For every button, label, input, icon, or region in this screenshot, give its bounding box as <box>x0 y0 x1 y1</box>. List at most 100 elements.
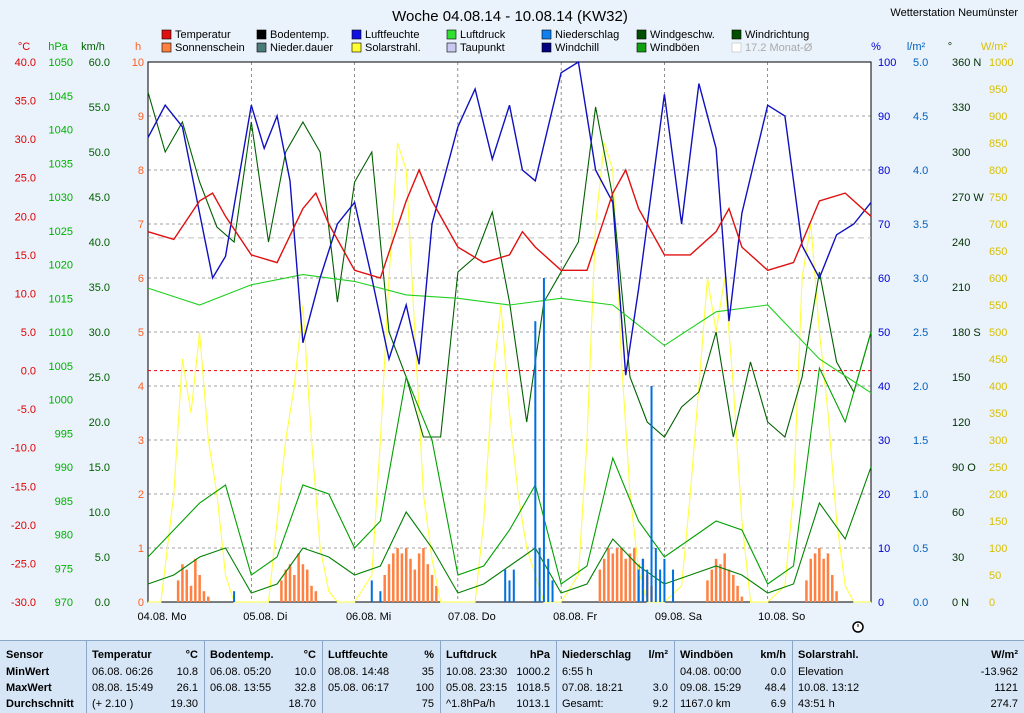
bar-Sonnenschein <box>430 575 434 602</box>
legend-label: Sonnenschein <box>175 42 245 54</box>
stats-cell-label: 09.08. 15:29 <box>680 682 742 694</box>
stats-cell-label: 06.08. 05:20 <box>210 666 272 678</box>
stats-cell-label: 06.08. 06:26 <box>92 666 154 678</box>
wind-tick-label: 45.0 <box>89 192 110 204</box>
day-label: 06.08. Mi <box>346 611 391 623</box>
stats-row: 06.08. 06:26 10.8 <box>92 666 198 680</box>
legend-swatch <box>731 42 742 53</box>
axis-unit: ° <box>948 41 952 53</box>
pressure-tick-label: 1035 <box>49 158 73 170</box>
stats-column: Windböen km/h 04.08. 00:00 0.0 09.08. 15:29 4… <box>674 641 793 713</box>
stats-column: Niederschlag l/m² 6:55 h 07.08. 18:21 3.0 Ges… <box>556 641 675 713</box>
bar-Sonnenschein <box>297 553 300 602</box>
stats-cell-value: 1000.2 <box>516 666 550 678</box>
bar-Sonnenschein <box>198 575 201 602</box>
rain-tick-label: 5.0 <box>913 57 928 69</box>
rain-tick-label: 1.0 <box>913 489 928 501</box>
stats-column-title: Bodentemp. <box>210 649 274 661</box>
stats-row: 43:51 h 274.7 <box>798 698 1018 712</box>
temp-tick-label: 0.0 <box>21 366 36 378</box>
stats-column-title: Luftfeuchte <box>328 649 388 661</box>
sunshine-tick-label: 3 <box>138 435 144 447</box>
grid <box>148 62 871 602</box>
solar-tick-label: 0 <box>989 597 995 609</box>
rain-tick-label: 3.5 <box>913 219 928 231</box>
bar-Sonnenschein <box>809 558 812 602</box>
bar-Niederschlag <box>650 386 653 602</box>
solar-tick-label: 650 <box>989 246 1007 258</box>
bar-Sonnenschein <box>607 548 610 602</box>
stats-row: ^1.8hPa/h 1013.1 <box>446 698 550 712</box>
stats-row: 08.08. 14:48 35 <box>328 666 434 680</box>
stats-column-title: Temperatur <box>92 649 152 661</box>
humidity-tick-label: 10 <box>878 543 890 555</box>
stats-cell-label: 06.08. 13:55 <box>210 682 272 694</box>
pressure-tick-label: 1050 <box>49 57 73 69</box>
bar-Sonnenschein <box>383 575 386 602</box>
bar-Sonnenschein <box>620 548 623 602</box>
pressure-tick-label: 1000 <box>49 395 73 407</box>
bar-Niederschlag <box>512 569 515 602</box>
series-line-Temperatur <box>147 168 872 279</box>
pressure-tick-label: 970 <box>55 597 73 609</box>
day-label: 09.08. Sa <box>655 611 703 623</box>
stats-row: Elevation -13.962 <box>798 666 1018 680</box>
bar-Sonnenschein <box>740 596 744 602</box>
stats-row: 10.08. 23:30 1000.2 <box>446 666 550 680</box>
solar-tick-label: 550 <box>989 300 1007 312</box>
direction-tick-label: 300 <box>952 147 970 159</box>
direction-tick-label: 180 S <box>952 327 981 339</box>
sunshine-tick-label: 0 <box>138 597 144 609</box>
bar-Niederschlag <box>534 321 537 602</box>
stats-column: Bodentemp. °C 06.08. 05:20 10.0 06.08. 13:55… <box>204 641 323 713</box>
stats-row: 05.08. 06:17 100 <box>328 682 434 696</box>
temp-tick-label: 35.0 <box>15 96 36 108</box>
temp-tick-label: 30.0 <box>15 134 36 146</box>
stats-column-title: Windböen <box>680 649 734 661</box>
stats-column-header: Solarstrahl. W/m² <box>798 649 1018 661</box>
stats-column: Luftfeuchte% 08.08. 14:48 35 05.08. 06:17 10… <box>322 641 441 713</box>
rain-tick-label: 2.0 <box>913 381 928 393</box>
stats-row: 04.08. 00:00 0.0 <box>680 666 786 680</box>
stats-cell-value: 10.0 <box>294 666 316 678</box>
wind-tick-label: 40.0 <box>89 237 110 249</box>
stats-cell-value: 35 <box>421 666 434 678</box>
bar-Sonnenschein <box>413 569 417 602</box>
direction-tick-label: 90 O <box>952 462 976 474</box>
legend-swatch <box>161 29 172 40</box>
legend-swatch <box>446 42 457 53</box>
series-line-Windböen <box>147 331 872 585</box>
bar-Sonnenschein <box>628 553 632 602</box>
bar-Sonnenschein <box>202 591 206 602</box>
humidity-tick-label: 30 <box>878 435 890 447</box>
stats-row: Durchschnitt <box>6 698 80 712</box>
bar-Sonnenschein <box>189 585 193 602</box>
series-line-Luftfeuchte <box>147 60 872 376</box>
stats-column-title: Niederschlag <box>562 649 632 661</box>
stats-row: 10.08. 13:12 1121 <box>798 682 1018 696</box>
bar-Sonnenschein <box>611 553 615 602</box>
bar-Sonnenschein <box>435 585 438 602</box>
legend-label: Windchill <box>555 42 599 54</box>
humidity-tick-label: 70 <box>878 219 890 231</box>
temp-tick-label: 25.0 <box>15 173 36 185</box>
solar-tick-label: 200 <box>989 489 1007 501</box>
bar-Niederschlag <box>370 580 373 602</box>
bar-Niederschlag <box>504 569 507 602</box>
sunshine-tick-label: 6 <box>138 273 144 285</box>
stats-cell-value: 1013.1 <box>516 698 550 710</box>
stats-column-header: Niederschlag l/m² <box>562 649 668 661</box>
direction-tick-label: 270 W <box>952 192 984 204</box>
stats-column-header: Sensor <box>6 649 80 661</box>
solar-tick-label: 800 <box>989 165 1007 177</box>
stats-row: 08.08. 15:49 26.1 <box>92 682 198 696</box>
bar-Sonnenschein <box>280 580 283 602</box>
bar-Sonnenschein <box>284 569 287 602</box>
bar-Sonnenschein <box>176 580 180 602</box>
wind-tick-label: 50.0 <box>89 147 110 159</box>
stats-row: 6:55 h <box>562 666 668 680</box>
pressure-tick-label: 975 <box>55 563 73 575</box>
humidity-tick-label: 40 <box>878 381 890 393</box>
bar-Niederschlag <box>659 569 662 602</box>
bar-Sonnenschein <box>185 569 188 602</box>
